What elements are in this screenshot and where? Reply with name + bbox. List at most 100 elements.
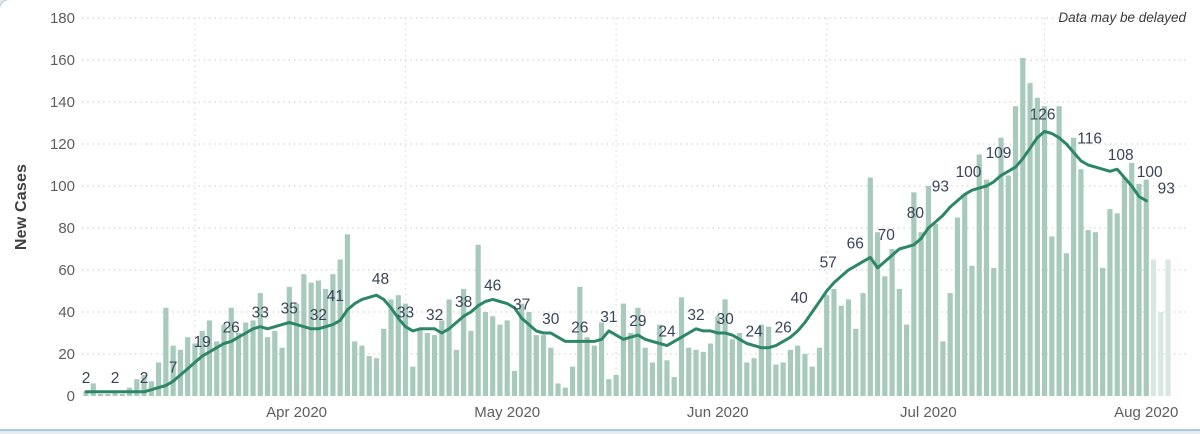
daily-cases-bar[interactable] <box>918 232 924 396</box>
daily-cases-bar[interactable] <box>599 322 605 397</box>
daily-cases-bar[interactable] <box>533 335 539 396</box>
daily-cases-bar[interactable] <box>933 223 939 396</box>
daily-cases-bar[interactable] <box>620 303 626 396</box>
daily-cases-bar[interactable] <box>395 295 401 396</box>
daily-cases-bar[interactable] <box>366 356 372 396</box>
daily-cases-bar[interactable] <box>279 347 285 396</box>
daily-cases-bar[interactable] <box>744 362 750 396</box>
daily-cases-bar[interactable] <box>591 345 597 396</box>
daily-cases-bar[interactable] <box>410 366 416 396</box>
daily-cases-bar[interactable] <box>504 320 510 396</box>
daily-cases-bar[interactable] <box>482 312 489 396</box>
daily-cases-bar[interactable] <box>250 320 256 396</box>
daily-cases-bar[interactable] <box>315 280 321 397</box>
daily-cases-bar[interactable] <box>678 297 685 396</box>
daily-cases-bar[interactable] <box>264 337 271 396</box>
daily-cases-bar[interactable] <box>954 217 961 397</box>
daily-cases-bar[interactable] <box>105 393 111 396</box>
daily-cases-bar[interactable] <box>1041 106 1048 396</box>
daily-cases-bar[interactable] <box>780 362 786 396</box>
daily-cases-bar[interactable] <box>838 305 844 396</box>
daily-cases-bar[interactable] <box>1049 236 1055 396</box>
daily-cases-bar[interactable] <box>388 299 394 396</box>
daily-cases-bar[interactable] <box>468 330 474 396</box>
daily-cases-bar[interactable] <box>635 307 641 396</box>
daily-cases-bar[interactable] <box>751 358 757 396</box>
daily-cases-bar[interactable] <box>243 322 249 397</box>
daily-cases-bar[interactable] <box>649 362 656 396</box>
daily-cases-bar[interactable] <box>555 383 561 396</box>
daily-cases-bar[interactable] <box>214 341 220 396</box>
daily-cases-bar[interactable] <box>802 354 808 396</box>
daily-cases-bar[interactable] <box>206 320 213 396</box>
daily-cases-bar[interactable] <box>947 293 953 396</box>
daily-cases-bar[interactable] <box>707 343 714 397</box>
daily-cases-bar[interactable] <box>286 286 292 396</box>
daily-cases-bar[interactable] <box>613 375 619 396</box>
daily-cases-bar[interactable] <box>642 347 648 396</box>
daily-cases-bar[interactable] <box>867 177 873 396</box>
daily-cases-bar[interactable] <box>874 232 881 396</box>
daily-cases-bar[interactable] <box>925 186 931 396</box>
daily-cases-bar[interactable] <box>156 362 162 396</box>
daily-cases-bar[interactable] <box>257 293 263 396</box>
daily-cases-bar[interactable] <box>1034 97 1040 397</box>
daily-cases-bar[interactable] <box>163 307 169 396</box>
daily-cases-bar[interactable] <box>911 192 917 396</box>
daily-cases-bar[interactable] <box>1092 232 1099 396</box>
daily-cases-bar[interactable] <box>976 154 982 397</box>
daily-cases-bar[interactable] <box>1056 106 1062 396</box>
daily-cases-bar[interactable] <box>1020 57 1026 397</box>
daily-cases-bar[interactable] <box>787 349 794 396</box>
daily-cases-bar[interactable] <box>628 333 634 396</box>
daily-cases-bar[interactable] <box>766 326 772 396</box>
daily-cases-bar[interactable] <box>170 345 176 396</box>
daily-cases-bar[interactable] <box>337 259 343 397</box>
daily-cases-bar[interactable] <box>177 349 184 396</box>
daily-cases-bar[interactable] <box>1121 177 1128 396</box>
daily-cases-bar[interactable] <box>1165 259 1171 397</box>
daily-cases-bar[interactable] <box>1150 259 1157 397</box>
daily-cases-bar[interactable] <box>889 249 895 396</box>
daily-cases-bar[interactable] <box>1085 230 1091 396</box>
daily-cases-bar[interactable] <box>308 282 314 396</box>
daily-cases-bar[interactable] <box>134 379 140 396</box>
daily-cases-bar[interactable] <box>97 393 104 396</box>
daily-cases-bar[interactable] <box>344 234 351 396</box>
daily-cases-bar[interactable] <box>657 324 663 396</box>
daily-cases-bar[interactable] <box>845 299 852 396</box>
daily-cases-bar[interactable] <box>1129 162 1135 396</box>
daily-cases-bar[interactable] <box>548 347 554 396</box>
daily-cases-bar[interactable] <box>584 337 590 396</box>
daily-cases-bar[interactable] <box>824 295 830 396</box>
daily-cases-bar[interactable] <box>606 379 612 396</box>
daily-cases-bar[interactable] <box>272 330 278 396</box>
daily-cases-bar[interactable] <box>540 335 547 396</box>
daily-cases-bar[interactable] <box>896 288 902 396</box>
daily-cases-bar[interactable] <box>301 274 307 396</box>
daily-cases-bar[interactable] <box>795 345 801 396</box>
daily-cases-bar[interactable] <box>1005 175 1011 397</box>
daily-cases-bar[interactable] <box>1078 169 1084 396</box>
daily-cases-bar[interactable] <box>1027 83 1033 396</box>
daily-cases-bar[interactable] <box>882 276 888 396</box>
daily-cases-bar[interactable] <box>1136 183 1142 396</box>
daily-cases-bar[interactable] <box>562 387 568 396</box>
daily-cases-bar[interactable] <box>453 349 459 396</box>
daily-cases-bar[interactable] <box>519 303 525 396</box>
daily-cases-bar[interactable] <box>461 288 467 396</box>
daily-cases-bar[interactable] <box>526 312 532 396</box>
daily-cases-bar[interactable] <box>1012 106 1019 396</box>
daily-cases-bar[interactable] <box>853 328 859 396</box>
daily-cases-bar[interactable] <box>359 345 365 396</box>
daily-cases-bar[interactable] <box>736 333 743 396</box>
daily-cases-bar[interactable] <box>417 328 423 396</box>
daily-cases-bar[interactable] <box>729 339 735 396</box>
daily-cases-bar[interactable] <box>431 335 438 396</box>
daily-cases-bar[interactable] <box>439 320 445 396</box>
daily-cases-bar[interactable] <box>809 366 815 396</box>
daily-cases-bar[interactable] <box>773 364 779 397</box>
daily-cases-bar[interactable] <box>1158 312 1164 396</box>
daily-cases-bar[interactable] <box>90 383 96 396</box>
daily-cases-bar[interactable] <box>490 316 496 396</box>
